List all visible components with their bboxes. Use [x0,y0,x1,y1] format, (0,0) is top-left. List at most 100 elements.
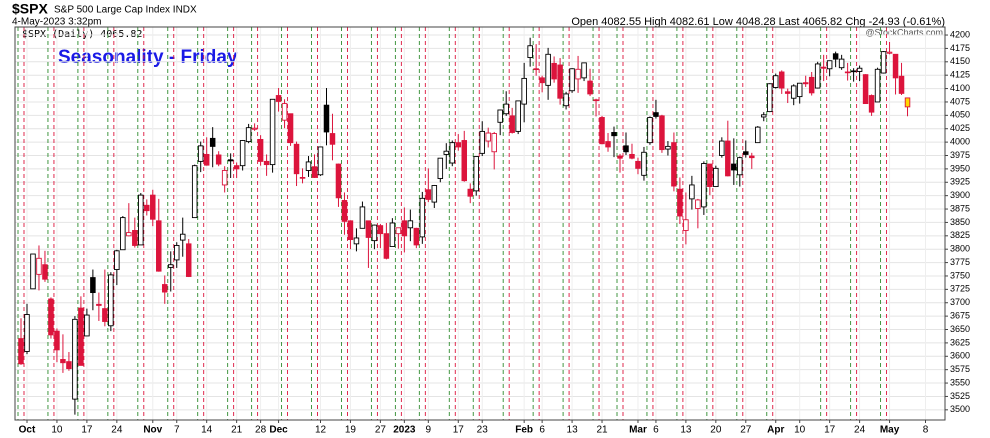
candle-body [575,68,581,80]
candle-body [527,45,533,58]
candle-body [437,157,444,179]
candle-body [820,66,827,69]
y-tick-label: 3825 [950,230,970,240]
candle-body [473,156,479,192]
candle-body [467,188,474,197]
x-tick-label: 17 [81,425,93,436]
candle-body [767,83,773,113]
candle-body [443,150,450,155]
candle-body [629,153,635,159]
security-name: S&P 500 Large Cap Index INDX [54,5,197,16]
candle-body [425,189,432,200]
x-tick-label: 2023 [393,425,416,436]
candle-body [347,220,354,241]
y-tick-label: 4075 [950,96,970,106]
candle-body [66,361,72,370]
candle-body [78,307,84,366]
candle-body [772,75,779,88]
y-tick-label: 3750 [950,270,970,280]
candle-body [713,167,719,188]
candle-body [257,138,264,162]
candle-body [413,227,420,246]
candle-body [689,184,695,200]
candle-body [749,155,755,159]
candle-body [42,264,48,280]
candle-body [299,177,306,179]
y-tick-label: 3550 [950,377,970,387]
x-tick-label: 23 [477,425,489,436]
candle-body [377,225,384,235]
candle-body [784,91,791,94]
y-tick-label: 3500 [950,404,970,414]
x-tick-label: Dec [269,425,288,436]
y-tick-label: 3525 [950,391,970,401]
candle-body [203,153,210,166]
x-tick-label: 24 [854,425,866,436]
candle-body [407,220,414,229]
y-tick-label: 3650 [950,324,970,334]
x-tick-label: 21 [596,425,608,436]
candle-body [185,243,192,277]
x-tick-label: 27 [375,425,387,436]
credit: @StockCharts.com [865,27,943,37]
candle-body [509,115,515,133]
y-tick-label: 3950 [950,163,970,173]
y-tick-label: 3575 [950,364,970,374]
candle-body [653,112,659,117]
candle-body [844,71,851,74]
candle-body [856,67,863,72]
candle-body [587,80,593,95]
candle-body [802,82,809,85]
candle-body [227,159,234,162]
candle-body [275,95,282,102]
x-tick-label: 14 [201,425,213,436]
candle-body [323,104,330,133]
y-tick-label: 4025 [950,123,970,133]
chart-title: Seasonality - Friday [58,47,238,68]
candle-body [886,51,893,54]
candle-body [521,77,527,105]
candle-body [48,298,54,336]
x-tick-label: 20 [710,425,722,436]
x-tick-label: 13 [680,425,692,436]
candle-body [677,188,683,217]
candle-body [539,77,545,84]
y-tick-label: 3875 [950,203,970,213]
candle-body [455,142,462,148]
candle-body [635,160,641,169]
y-tick-label: 3975 [950,150,970,160]
legend: $SPX (Daily) 4065.82 [22,29,142,40]
x-tick-label: 10 [794,425,806,436]
candle-body [743,151,749,155]
candle-body [563,93,569,107]
candle-body [96,303,102,306]
x-tick-label: 17 [824,425,836,436]
timestamp: 4-May-2023 3:32pm [12,17,102,28]
candle-body [557,64,563,99]
y-tick-label: 4150 [950,56,970,66]
y-tick-label: 3775 [950,257,970,267]
candle-body [335,163,342,199]
candle-body [725,140,731,177]
candle-body [479,130,485,154]
candle-body [796,82,803,98]
symbol: $SPX [12,1,48,17]
y-tick-label: 3925 [950,177,970,187]
x-tick-label: 6 [539,425,545,436]
candle-body [719,140,725,156]
candle-body [114,250,120,270]
x-tick-label: 8 [923,425,929,436]
candle-body [293,143,300,175]
candle-body [497,109,503,123]
y-tick-label: 4125 [950,70,970,80]
candle-body [431,185,438,203]
y-tick-label: 3900 [950,190,970,200]
x-tick-label: 28 [255,425,267,436]
candle-body [874,68,881,103]
candle-body [179,233,186,241]
candle-body [389,222,396,247]
candle-body [701,163,707,208]
candle-body [790,85,797,99]
candle-body [84,314,90,337]
